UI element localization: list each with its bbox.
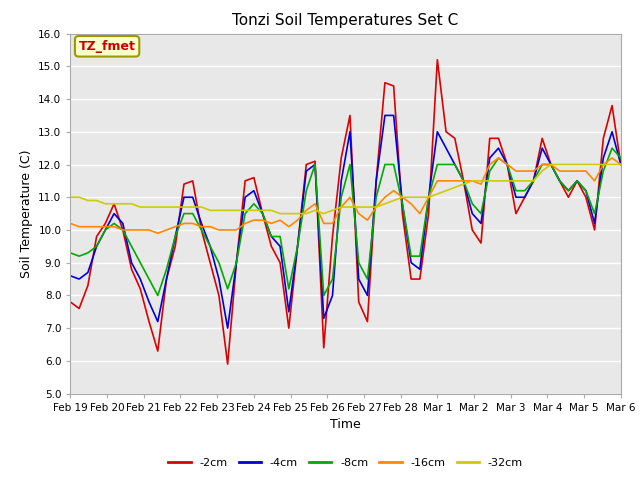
-32cm: [276, 211, 284, 216]
-16cm: [425, 194, 433, 200]
-4cm: [303, 168, 310, 174]
-16cm: [136, 227, 144, 233]
Y-axis label: Soil Temperature (C): Soil Temperature (C): [20, 149, 33, 278]
-8cm: [425, 194, 433, 200]
Title: Tonzi Soil Temperatures Set C: Tonzi Soil Temperatures Set C: [232, 13, 459, 28]
-8cm: [303, 188, 310, 193]
-8cm: [154, 292, 162, 298]
-8cm: [381, 162, 388, 168]
X-axis label: Time: Time: [330, 418, 361, 431]
-2cm: [617, 162, 625, 168]
Text: TZ_fmet: TZ_fmet: [79, 40, 136, 53]
-2cm: [425, 211, 433, 216]
-32cm: [136, 204, 144, 210]
-2cm: [224, 361, 232, 367]
-8cm: [67, 250, 74, 256]
Line: -16cm: -16cm: [70, 158, 621, 233]
-4cm: [381, 112, 388, 118]
-4cm: [442, 145, 450, 151]
-2cm: [442, 129, 450, 135]
-4cm: [617, 162, 625, 168]
-2cm: [346, 112, 354, 118]
-32cm: [381, 201, 388, 207]
-32cm: [67, 194, 74, 200]
Line: -8cm: -8cm: [70, 148, 621, 295]
-8cm: [433, 162, 441, 168]
-8cm: [608, 145, 616, 151]
-32cm: [617, 162, 625, 168]
-4cm: [136, 276, 144, 282]
-8cm: [346, 162, 354, 168]
-4cm: [346, 129, 354, 135]
-16cm: [346, 194, 354, 200]
-4cm: [224, 325, 232, 331]
-2cm: [136, 286, 144, 292]
-4cm: [67, 273, 74, 279]
-32cm: [547, 162, 555, 168]
-32cm: [425, 194, 433, 200]
-16cm: [303, 207, 310, 213]
-2cm: [67, 299, 74, 305]
-32cm: [303, 211, 310, 216]
Legend: -2cm, -4cm, -8cm, -16cm, -32cm: -2cm, -4cm, -8cm, -16cm, -32cm: [164, 453, 527, 472]
-16cm: [433, 178, 441, 184]
-32cm: [433, 191, 441, 197]
Line: -32cm: -32cm: [70, 165, 621, 214]
-8cm: [136, 260, 144, 265]
Line: -2cm: -2cm: [70, 60, 621, 364]
Line: -4cm: -4cm: [70, 115, 621, 328]
-16cm: [495, 155, 502, 161]
-2cm: [303, 162, 310, 168]
-4cm: [433, 129, 441, 135]
-16cm: [381, 194, 388, 200]
-4cm: [390, 112, 397, 118]
-16cm: [67, 220, 74, 226]
-16cm: [154, 230, 162, 236]
-32cm: [346, 204, 354, 210]
-2cm: [381, 80, 388, 85]
-8cm: [617, 155, 625, 161]
-2cm: [433, 57, 441, 63]
-16cm: [617, 162, 625, 168]
